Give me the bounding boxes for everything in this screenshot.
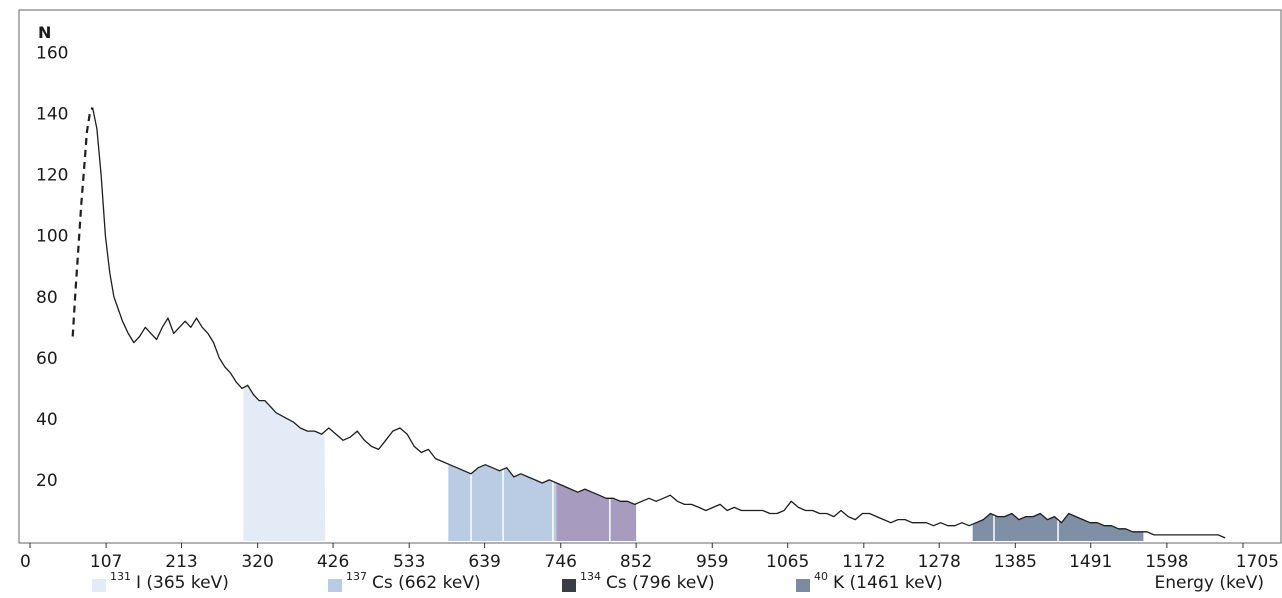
peak-regions xyxy=(243,385,1144,541)
legend-isotope-mass: 137 xyxy=(346,570,367,583)
y-tick-label: 160 xyxy=(36,44,68,64)
legend-isotope-mass: 131 xyxy=(110,570,131,583)
legend-isotope-mass: 40 xyxy=(814,570,828,583)
legend-text: K (1461 keV) xyxy=(833,573,943,593)
y-axis-ticks: 20 40 60 80 100 120 140 160 xyxy=(36,44,68,491)
y-tick-label: 60 xyxy=(36,349,58,369)
x-tick-label: 213 xyxy=(165,552,197,572)
legend-item-cs134: 134 Cs (796 keV) xyxy=(562,570,715,593)
x-tick-label: 959 xyxy=(696,552,728,572)
legend-swatch xyxy=(328,579,342,592)
legend-isotope-mass: 134 xyxy=(580,570,601,583)
y-axis-label: N xyxy=(38,23,51,42)
legend-text: Cs (662 keV) xyxy=(372,573,481,593)
peak-region-0 xyxy=(243,385,326,541)
plot-frame xyxy=(18,9,1282,544)
x-tick-label: 107 xyxy=(90,552,122,572)
x-tick-label: 1598 xyxy=(1145,552,1188,572)
legend: 131 I (365 keV) 137 Cs (662 keV) 134 Cs … xyxy=(0,570,1282,597)
x-tick-label: 1705 xyxy=(1236,552,1279,572)
legend-swatch xyxy=(562,579,576,592)
y-tick-label: 80 xyxy=(36,288,58,308)
x-tick-label: 746 xyxy=(545,552,577,572)
legend-swatch xyxy=(92,579,106,592)
legend-text: I (365 keV) xyxy=(136,573,229,593)
x-tick-label: 1065 xyxy=(766,552,809,572)
x-tick-label: 0 xyxy=(20,552,31,572)
x-tick-label: 1385 xyxy=(994,552,1037,572)
x-tick-label: 320 xyxy=(241,552,273,572)
x-tick-label: 1278 xyxy=(918,552,961,572)
peak-region-2 xyxy=(556,483,637,541)
series-line-solid xyxy=(91,107,1226,539)
x-axis-ticks: 0 107 213 320 426 533 639 746 852 959 1065 1172 1278… xyxy=(20,543,1279,572)
x-tick-label: 852 xyxy=(620,552,652,572)
y-tick-label: 140 xyxy=(36,105,68,125)
y-tick-label: 40 xyxy=(36,410,58,430)
legend-swatch xyxy=(796,579,810,592)
y-tick-label: 20 xyxy=(36,471,58,491)
y-tick-label: 120 xyxy=(36,166,68,186)
x-tick-label: 1172 xyxy=(842,552,885,572)
x-axis-label: Energy (keV) xyxy=(1154,573,1264,593)
series-line-dashed xyxy=(71,107,94,337)
data-series xyxy=(71,107,1226,539)
x-tick-label: 1491 xyxy=(1069,552,1112,572)
y-tick-label: 100 xyxy=(36,227,68,247)
x-tick-label: 639 xyxy=(468,552,500,572)
legend-item-k40: 40 K (1461 keV) xyxy=(796,570,943,593)
x-tick-label: 426 xyxy=(317,552,349,572)
x-tick-label: 533 xyxy=(393,552,425,572)
legend-item-cs137: 137 Cs (662 keV) xyxy=(328,570,481,593)
legend-text: Cs (796 keV) xyxy=(606,573,715,593)
legend-item-i131: 131 I (365 keV) xyxy=(92,570,229,593)
